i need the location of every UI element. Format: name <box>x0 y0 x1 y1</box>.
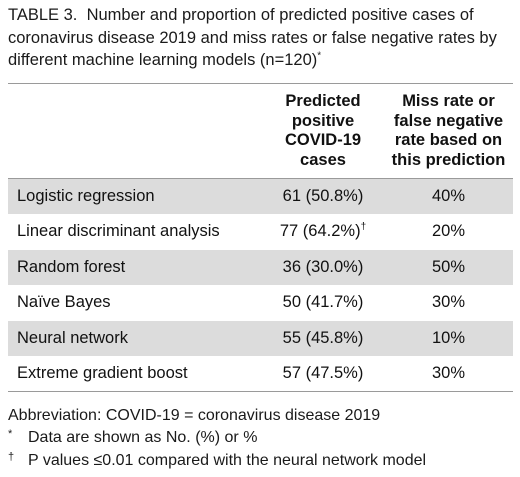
miss-rate-cell: 30% <box>384 356 513 392</box>
header-miss-rate: Miss rate or false negative rate based o… <box>384 84 513 179</box>
dagger-footnote-marker: † <box>360 221 367 233</box>
footnote-text: P values ≤0.01 compared with the neural … <box>28 452 427 469</box>
model-name-cell: Linear discriminant analysis <box>17 222 220 241</box>
asterisk-footnote-marker: * <box>8 428 13 440</box>
miss-rate-cell: 40% <box>384 178 513 214</box>
table-row: Neural network 55 (45.8%) 10% <box>8 320 513 356</box>
model-name-cell: Random forest <box>8 249 262 285</box>
miss-rate-cell: 20% <box>431 222 466 241</box>
footnote-text: Data are shown as No. (%) or % <box>28 429 258 446</box>
table-footnotes: Abbreviation: COVID-19 = coronavirus dis… <box>8 405 513 473</box>
data-table: Predicted positive COVID-19 cases Miss r… <box>8 84 513 392</box>
model-name-cell: Naïve Bayes <box>17 293 111 312</box>
caption-footnote-marker: * <box>317 50 322 62</box>
predicted-value: 77 (64.2%) <box>279 222 361 241</box>
predicted-cell: 50 (41.7%) <box>262 285 384 321</box>
table-label: TABLE 3. <box>8 6 78 24</box>
header-predicted-positive: Predicted positive COVID-19 cases <box>262 84 384 179</box>
data-table-container: Predicted positive COVID-19 cases Miss r… <box>8 83 513 392</box>
miss-rate-cell: 10% <box>384 320 513 356</box>
table-row: Naïve Bayes 50 (41.7%) 30% <box>8 285 513 321</box>
miss-rate-cell: 30% <box>431 293 466 312</box>
header-model <box>8 84 262 179</box>
footnote-data-format: * Data are shown as No. (%) or % <box>8 427 513 450</box>
predicted-cell: 77 (64.2%)† <box>262 214 384 250</box>
abbreviation-note: Abbreviation: COVID-19 = coronavirus dis… <box>8 405 513 427</box>
table-header-row: Predicted positive COVID-19 cases Miss r… <box>8 84 513 179</box>
table-row: Extreme gradient boost 57 (47.5%) 30% <box>8 356 513 392</box>
predicted-value: 61 (50.8%) <box>282 187 364 205</box>
caption-text: Number and proportion of predicted posit… <box>8 6 497 69</box>
table-row: Random forest 36 (30.0%) 50% <box>8 249 513 285</box>
predicted-value: 55 (45.8%) <box>282 328 364 347</box>
predicted-cell: 55 (45.8%) <box>262 320 384 356</box>
model-name-cell: Logistic regression <box>8 178 262 214</box>
table-caption: TABLE 3. Number and proportion of predic… <box>8 4 513 72</box>
model-name-cell: Extreme gradient boost <box>8 356 262 392</box>
predicted-cell: 36 (30.0%) <box>262 249 384 285</box>
table-row: Linear discriminant analysis 77 (64.2%)†… <box>8 214 513 250</box>
abbreviation-text: Abbreviation: COVID-19 = coronavirus dis… <box>8 407 381 424</box>
predicted-value: 50 (41.7%) <box>282 293 364 312</box>
table-row: Logistic regression 61 (50.8%) 40% <box>8 178 513 214</box>
miss-rate-cell: 50% <box>384 249 513 285</box>
predicted-value: 36 (30.0%) <box>282 257 364 276</box>
model-name-cell: Neural network <box>8 320 262 356</box>
predicted-cell: 57 (47.5%) <box>262 356 384 392</box>
predicted-cell: 61 (50.8%) <box>262 178 384 214</box>
predicted-value: 57 (47.5%) <box>282 364 364 382</box>
footnote-p-values: † P values ≤0.01 compared with the neural… <box>8 450 513 473</box>
dagger-footnote-marker: † <box>8 451 15 463</box>
